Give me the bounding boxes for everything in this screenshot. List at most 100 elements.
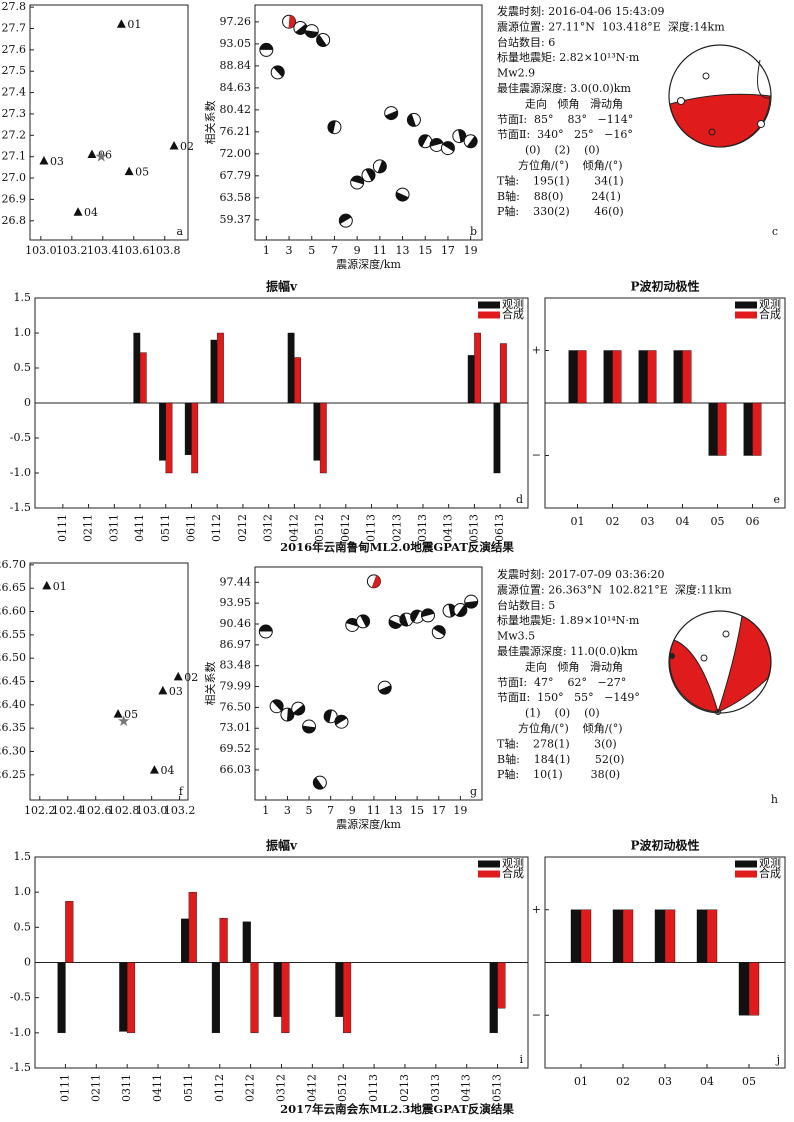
focal-mechanism: c: [668, 44, 778, 238]
panel-label: h: [771, 793, 778, 806]
panel-label: i: [519, 1053, 523, 1066]
bar: [219, 917, 228, 963]
focal-mechanism: h: [668, 610, 778, 806]
legend-label: 合成: [759, 307, 781, 321]
y-tick-label: 80.42: [220, 103, 252, 116]
x-tick-label: 0511: [182, 1074, 195, 1102]
station-symbol: [700, 654, 708, 662]
y-tick-label: 26.9: [2, 192, 27, 205]
y-tick-label: 67.79: [220, 169, 252, 182]
station-label: 04: [84, 206, 98, 219]
bar: [570, 909, 582, 963]
bar: [612, 350, 622, 404]
plot-frame: [254, 4, 483, 241]
panel-label: b: [470, 225, 477, 238]
info-line: 震源位置: 27.11°N 103.418°E 深度:14km: [497, 19, 725, 33]
y-tick-label: 27.7: [2, 22, 27, 35]
x-tick-label: 0311: [120, 1074, 133, 1102]
x-tick-label: 9: [349, 804, 356, 817]
y-tick-label: 76.50: [220, 700, 252, 713]
station-label: 05: [124, 708, 138, 721]
beachball-fill: [273, 65, 285, 78]
panel-label: d: [516, 493, 523, 506]
y-tick-label: -0.5: [10, 431, 31, 444]
y-tick-label: 84.63: [220, 81, 252, 94]
x-tick-label: 05: [742, 1075, 756, 1088]
bar: [738, 962, 750, 1016]
legend-label: 合成: [759, 866, 781, 880]
info-line: 标量地震矩: 1.89×10¹⁴N·m: [497, 613, 640, 627]
legend-swatch: [478, 860, 500, 868]
y-tick-label: 72.00: [220, 147, 252, 160]
beachball-fill: [259, 625, 273, 632]
bar: [126, 962, 136, 1034]
nodal-plane: [757, 59, 771, 99]
bar: [717, 402, 727, 456]
x-tick-label: 0111: [56, 514, 69, 542]
bar: [57, 962, 66, 1034]
bar: [568, 350, 578, 404]
y-tick-label: 1.5: [14, 850, 32, 863]
beachball-fill: [456, 604, 467, 617]
x-tick-label: 11: [367, 804, 381, 817]
info-line: T轴: 278(1) 3(0): [497, 736, 617, 750]
y-tick-label: 27.4: [2, 86, 27, 99]
y-tick-label: 27.0: [2, 171, 27, 184]
y-tick-label: 26.30: [0, 744, 26, 757]
info-line: 发震时刻: 2016-04-06 15:43:09: [497, 4, 665, 18]
x-tick-label: 01: [571, 515, 585, 528]
panel-label: c: [772, 225, 778, 238]
y-tick-label: 93.05: [220, 37, 252, 50]
bar: [497, 962, 506, 1009]
x-tick-label: 102.6: [80, 804, 112, 817]
bar: [748, 962, 760, 1016]
x-tick-label: 0411: [133, 514, 146, 542]
x-tick-label: 103.8: [149, 244, 181, 257]
x-tick-label: 17: [432, 804, 446, 817]
x-tick-label: 0511: [159, 514, 172, 542]
beachball-fill: [313, 777, 324, 790]
info-line: P轴: 10(1) 38(0): [497, 767, 620, 781]
station: [73, 207, 83, 216]
y-tick-label: 88.84: [220, 59, 252, 72]
y-tick-label: -1.0: [10, 1026, 31, 1039]
info-line: 震源位置: 26.363°N 102.821°E 深度:11km: [497, 582, 732, 596]
bar: [273, 962, 282, 1017]
y-tick-label: +: [532, 344, 541, 357]
x-tick-label: 02: [616, 1075, 630, 1088]
panel-label: e: [773, 493, 780, 506]
beachball-fill: [272, 699, 284, 711]
station: [42, 580, 52, 590]
x-tick-label: 11: [373, 244, 387, 257]
y-tick-label: 1.0: [14, 885, 32, 898]
x-tick-label: 0112: [210, 514, 223, 542]
y-tick-label: +: [532, 903, 541, 916]
legend-swatch: [478, 870, 500, 878]
beachball-fill: [324, 709, 333, 723]
b-axis-symbol: [715, 709, 721, 715]
x-tick-label: 0113: [367, 1074, 380, 1102]
beachball-fill: [458, 129, 466, 143]
bar: [211, 962, 220, 1034]
x-tick-label: 103.4: [87, 244, 119, 257]
beachball-fill: [385, 110, 398, 120]
info-line: (1) (0) (0): [497, 707, 600, 720]
station: [87, 149, 97, 159]
compression-quadrant: [669, 639, 719, 713]
beachball-fill: [305, 30, 319, 38]
bar: [119, 962, 128, 1032]
bar: [191, 402, 199, 474]
bar: [188, 891, 197, 963]
station-label: 02: [180, 140, 194, 153]
x-tick-label: 103.0: [136, 804, 168, 817]
beachball-fill: [418, 134, 429, 148]
y-tick-label: 26.65: [0, 581, 26, 594]
info-line: P轴: 330(2) 46(0): [497, 204, 624, 218]
x-tick-label: 103.2: [56, 244, 88, 257]
y-tick-label: 27.5: [2, 64, 27, 77]
info-line: B轴: 88(0) 24(1): [497, 189, 621, 203]
x-tick-label: 17: [441, 244, 455, 257]
epicenter: [95, 150, 107, 162]
x-tick-label: 0213: [398, 1074, 411, 1102]
x-tick-label: 0311: [107, 514, 120, 542]
